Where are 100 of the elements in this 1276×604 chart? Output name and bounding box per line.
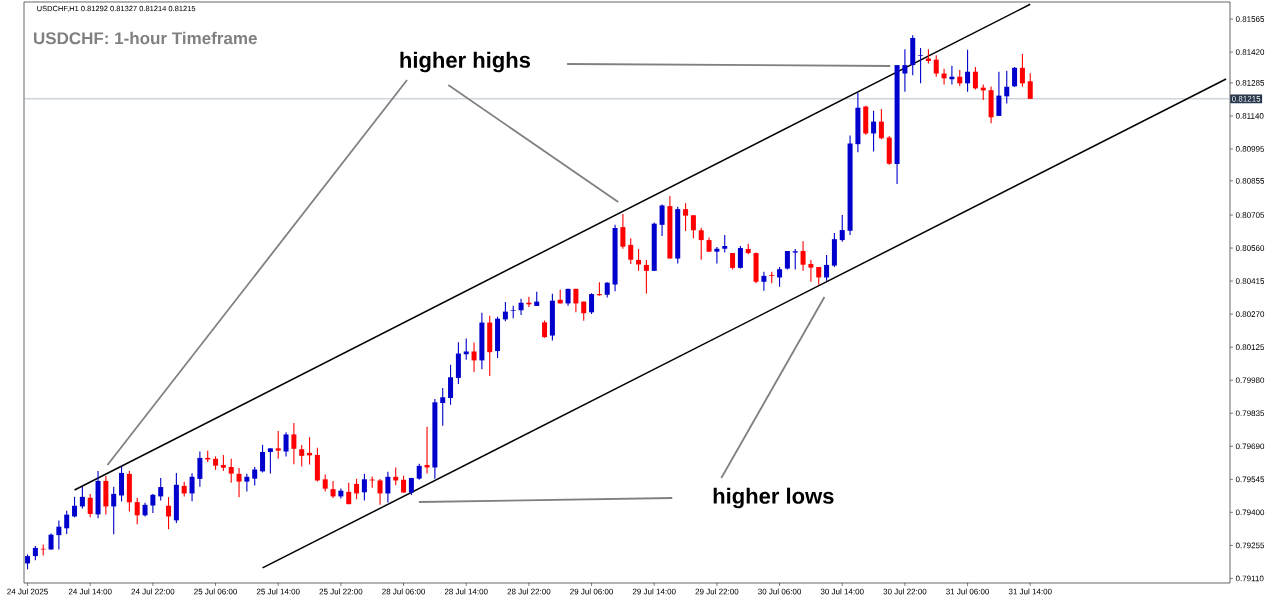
candlestick: [361, 473, 367, 502]
y-tick-label: 0.80855: [1235, 178, 1265, 184]
candlestick: [1012, 66, 1018, 88]
candlestick: [291, 422, 297, 465]
x-tick-label: 29 Jul 14:00: [632, 588, 676, 595]
x-tick-label: 30 Jul 06:00: [758, 588, 802, 595]
candlestick: [119, 466, 125, 502]
y-tick-label: 0.79545: [1235, 476, 1265, 483]
candlestick: [463, 337, 469, 361]
annotation: higher lows: [713, 487, 834, 509]
x-tick-label: 25 Jul 14:00: [256, 588, 300, 595]
candlestick: [698, 227, 704, 261]
y-tick-label: 0.81285: [1235, 80, 1265, 86]
x-tick-label: 30 Jul 14:00: [820, 588, 864, 595]
candlestick: [72, 496, 78, 518]
candlestick: [839, 214, 845, 243]
y-tick-label: 0.81140: [1235, 113, 1264, 119]
candlestick: [330, 480, 336, 499]
candlestick: [690, 214, 696, 239]
candlestick: [166, 496, 172, 530]
candlestick: [1019, 53, 1025, 88]
text: USDCHF: 1-hour Timeframe: [34, 31, 257, 45]
candlestick: [761, 271, 767, 292]
candlestick: [440, 387, 446, 427]
candlestick: [299, 444, 305, 468]
candlestick: [236, 467, 242, 498]
y-tick-label: 0.79835: [1235, 410, 1265, 417]
candlestick: [448, 364, 454, 406]
candlestick: [714, 246, 720, 265]
candlestick: [792, 248, 798, 271]
candlestick: [808, 259, 814, 283]
candlestick: [267, 447, 273, 475]
candlestick: [111, 486, 117, 535]
y-tick-label: 0.79110: [1235, 575, 1264, 582]
y-tick-label: 0.81420: [1235, 49, 1265, 55]
annotation: higher highs: [400, 51, 531, 73]
candlestick: [244, 473, 250, 492]
x-tick-label: 28 Jul 22:00: [507, 588, 551, 595]
candlestick: [150, 493, 156, 514]
candlestick: [56, 520, 62, 551]
y-tick-label: 0.80125: [1235, 344, 1265, 350]
candlestick: [385, 471, 391, 504]
x-tick-label: 30 Jul 22:00: [883, 588, 927, 595]
y-tick-label: 0.79980: [1235, 377, 1265, 384]
candlestick: [737, 245, 743, 270]
x-tick-label: 31 Jul 14:00: [1008, 588, 1052, 595]
ref-line-label: 0.81215: [1232, 95, 1261, 102]
candlestick: [252, 466, 258, 487]
candlestick: [275, 430, 281, 460]
candlestick: [354, 478, 360, 500]
candlestick: [659, 203, 665, 237]
candlestick: [134, 497, 140, 525]
candlestick: [996, 71, 1002, 117]
x-tick-label: 24 Jul 14:00: [68, 588, 112, 595]
candlestick: [972, 66, 978, 91]
x-tick-label: 31 Jul 06:00: [946, 588, 990, 595]
x-tick-label: 25 Jul 22:00: [319, 588, 363, 595]
candlestick: [1027, 72, 1033, 100]
y-tick-label: 0.79400: [1235, 509, 1265, 516]
candlestick: [502, 301, 508, 322]
candlestick: [965, 49, 971, 93]
x-tick-label: 29 Jul 22:00: [695, 588, 739, 595]
candlestick: [158, 477, 164, 502]
candlestick: [518, 298, 524, 316]
y-tick-label: 0.80415: [1235, 278, 1265, 284]
y-tick-label: 0.80705: [1235, 212, 1265, 218]
candlestick: [283, 431, 289, 458]
y-tick-label: 0.80995: [1235, 146, 1265, 152]
candlestick: [628, 237, 634, 265]
candlestick: [228, 458, 234, 484]
candlestick: [189, 472, 195, 502]
candlestick: [878, 108, 884, 140]
candlestick: [933, 54, 939, 78]
y-tick-label: 0.80560: [1235, 245, 1265, 251]
candlestick: [260, 444, 266, 474]
candlestick: [1004, 70, 1010, 104]
x-tick-label: 29 Jul 06:00: [570, 588, 614, 595]
x-tick-label: 24 Jul 2025: [7, 588, 48, 595]
candlestick: [824, 254, 830, 282]
candlestick: [620, 213, 626, 250]
candlestick: [87, 493, 93, 518]
y-tick-label: 0.79690: [1235, 443, 1265, 450]
candlestick: [471, 342, 477, 373]
candlestick: [777, 266, 783, 288]
candlestick: [683, 202, 689, 232]
candlestick: [589, 292, 595, 315]
candlestick: [643, 259, 649, 294]
candlestick: [79, 486, 85, 510]
x-tick-label: 28 Jul 14:00: [444, 588, 488, 595]
candlestick: [871, 110, 877, 152]
y-tick-label: 0.80270: [1235, 311, 1265, 317]
x-tick-label: 25 Jul 06:00: [194, 588, 238, 595]
x-tick-label: 28 Jul 06:00: [382, 588, 426, 595]
candlestick: [64, 510, 70, 535]
candlestick: [902, 48, 908, 93]
candlestick: [197, 450, 203, 488]
y-tick-label: 0.81565: [1235, 16, 1265, 22]
y-tick-label: 0.79255: [1235, 542, 1265, 549]
candlestick: [377, 478, 383, 506]
x-tick-label: 24 Jul 22:00: [131, 588, 175, 595]
